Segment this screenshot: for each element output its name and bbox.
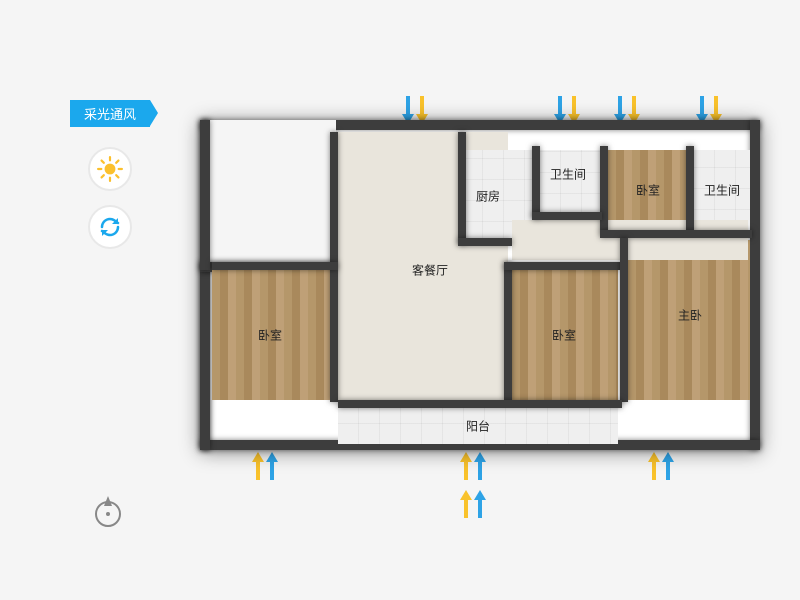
room-label-bath_2: 卫生间 (704, 182, 740, 199)
interior-wall (504, 262, 620, 270)
room-label-bath_1: 卫生间 (550, 166, 586, 183)
compass-icon (90, 494, 126, 530)
room-hall_e (512, 220, 748, 260)
room-label-master: 主卧 (678, 307, 702, 324)
room-label-bedroom_n: 卧室 (636, 182, 660, 199)
vent-arrow-blue-icon (474, 452, 486, 480)
vent-arrow-blue-icon (662, 452, 674, 480)
interior-wall (504, 262, 512, 402)
interior-wall (620, 238, 628, 402)
interior-wall (686, 146, 694, 232)
outer-wall (200, 262, 210, 450)
lighting-vent-badge: 采光通风 (70, 100, 150, 127)
interior-wall (338, 400, 622, 408)
room-label-living: 客餐厅 (412, 262, 448, 279)
ventilation-button[interactable] (88, 205, 132, 249)
sun-icon (97, 156, 123, 182)
interior-wall (532, 146, 540, 218)
interior-wall (600, 230, 752, 238)
interior-wall (212, 262, 338, 270)
vent-arrow-blue-icon (266, 452, 278, 480)
outer-wall (200, 120, 336, 270)
vent-arrow-yellow-icon (252, 452, 264, 480)
vent-arrow-blue-icon (474, 490, 486, 518)
room-label-balcony: 阳台 (466, 418, 490, 435)
vent-arrow-yellow-icon (460, 452, 472, 480)
vent-arrow-yellow-icon (460, 490, 472, 518)
outer-wall (750, 120, 760, 450)
floorplan-container: 卧室客餐厅厨房卫生间卧室卫生间卧室主卧阳台 (180, 90, 760, 510)
outer-wall (200, 120, 210, 270)
room-label-bedroom_c: 卧室 (552, 327, 576, 344)
refresh-icon (98, 215, 122, 239)
floorplan: 卧室客餐厅厨房卫生间卧室卫生间卧室主卧阳台 (200, 120, 760, 450)
sun-button[interactable] (88, 147, 132, 191)
vent-arrow-yellow-icon (648, 452, 660, 480)
interior-wall (532, 212, 602, 220)
badge-label: 采光通风 (84, 107, 136, 122)
interior-wall (458, 238, 512, 246)
interior-wall (458, 132, 466, 244)
room-label-bedroom_w: 卧室 (258, 327, 282, 344)
sidebar: 采光通风 (70, 100, 150, 263)
room-label-kitchen: 厨房 (476, 188, 500, 205)
